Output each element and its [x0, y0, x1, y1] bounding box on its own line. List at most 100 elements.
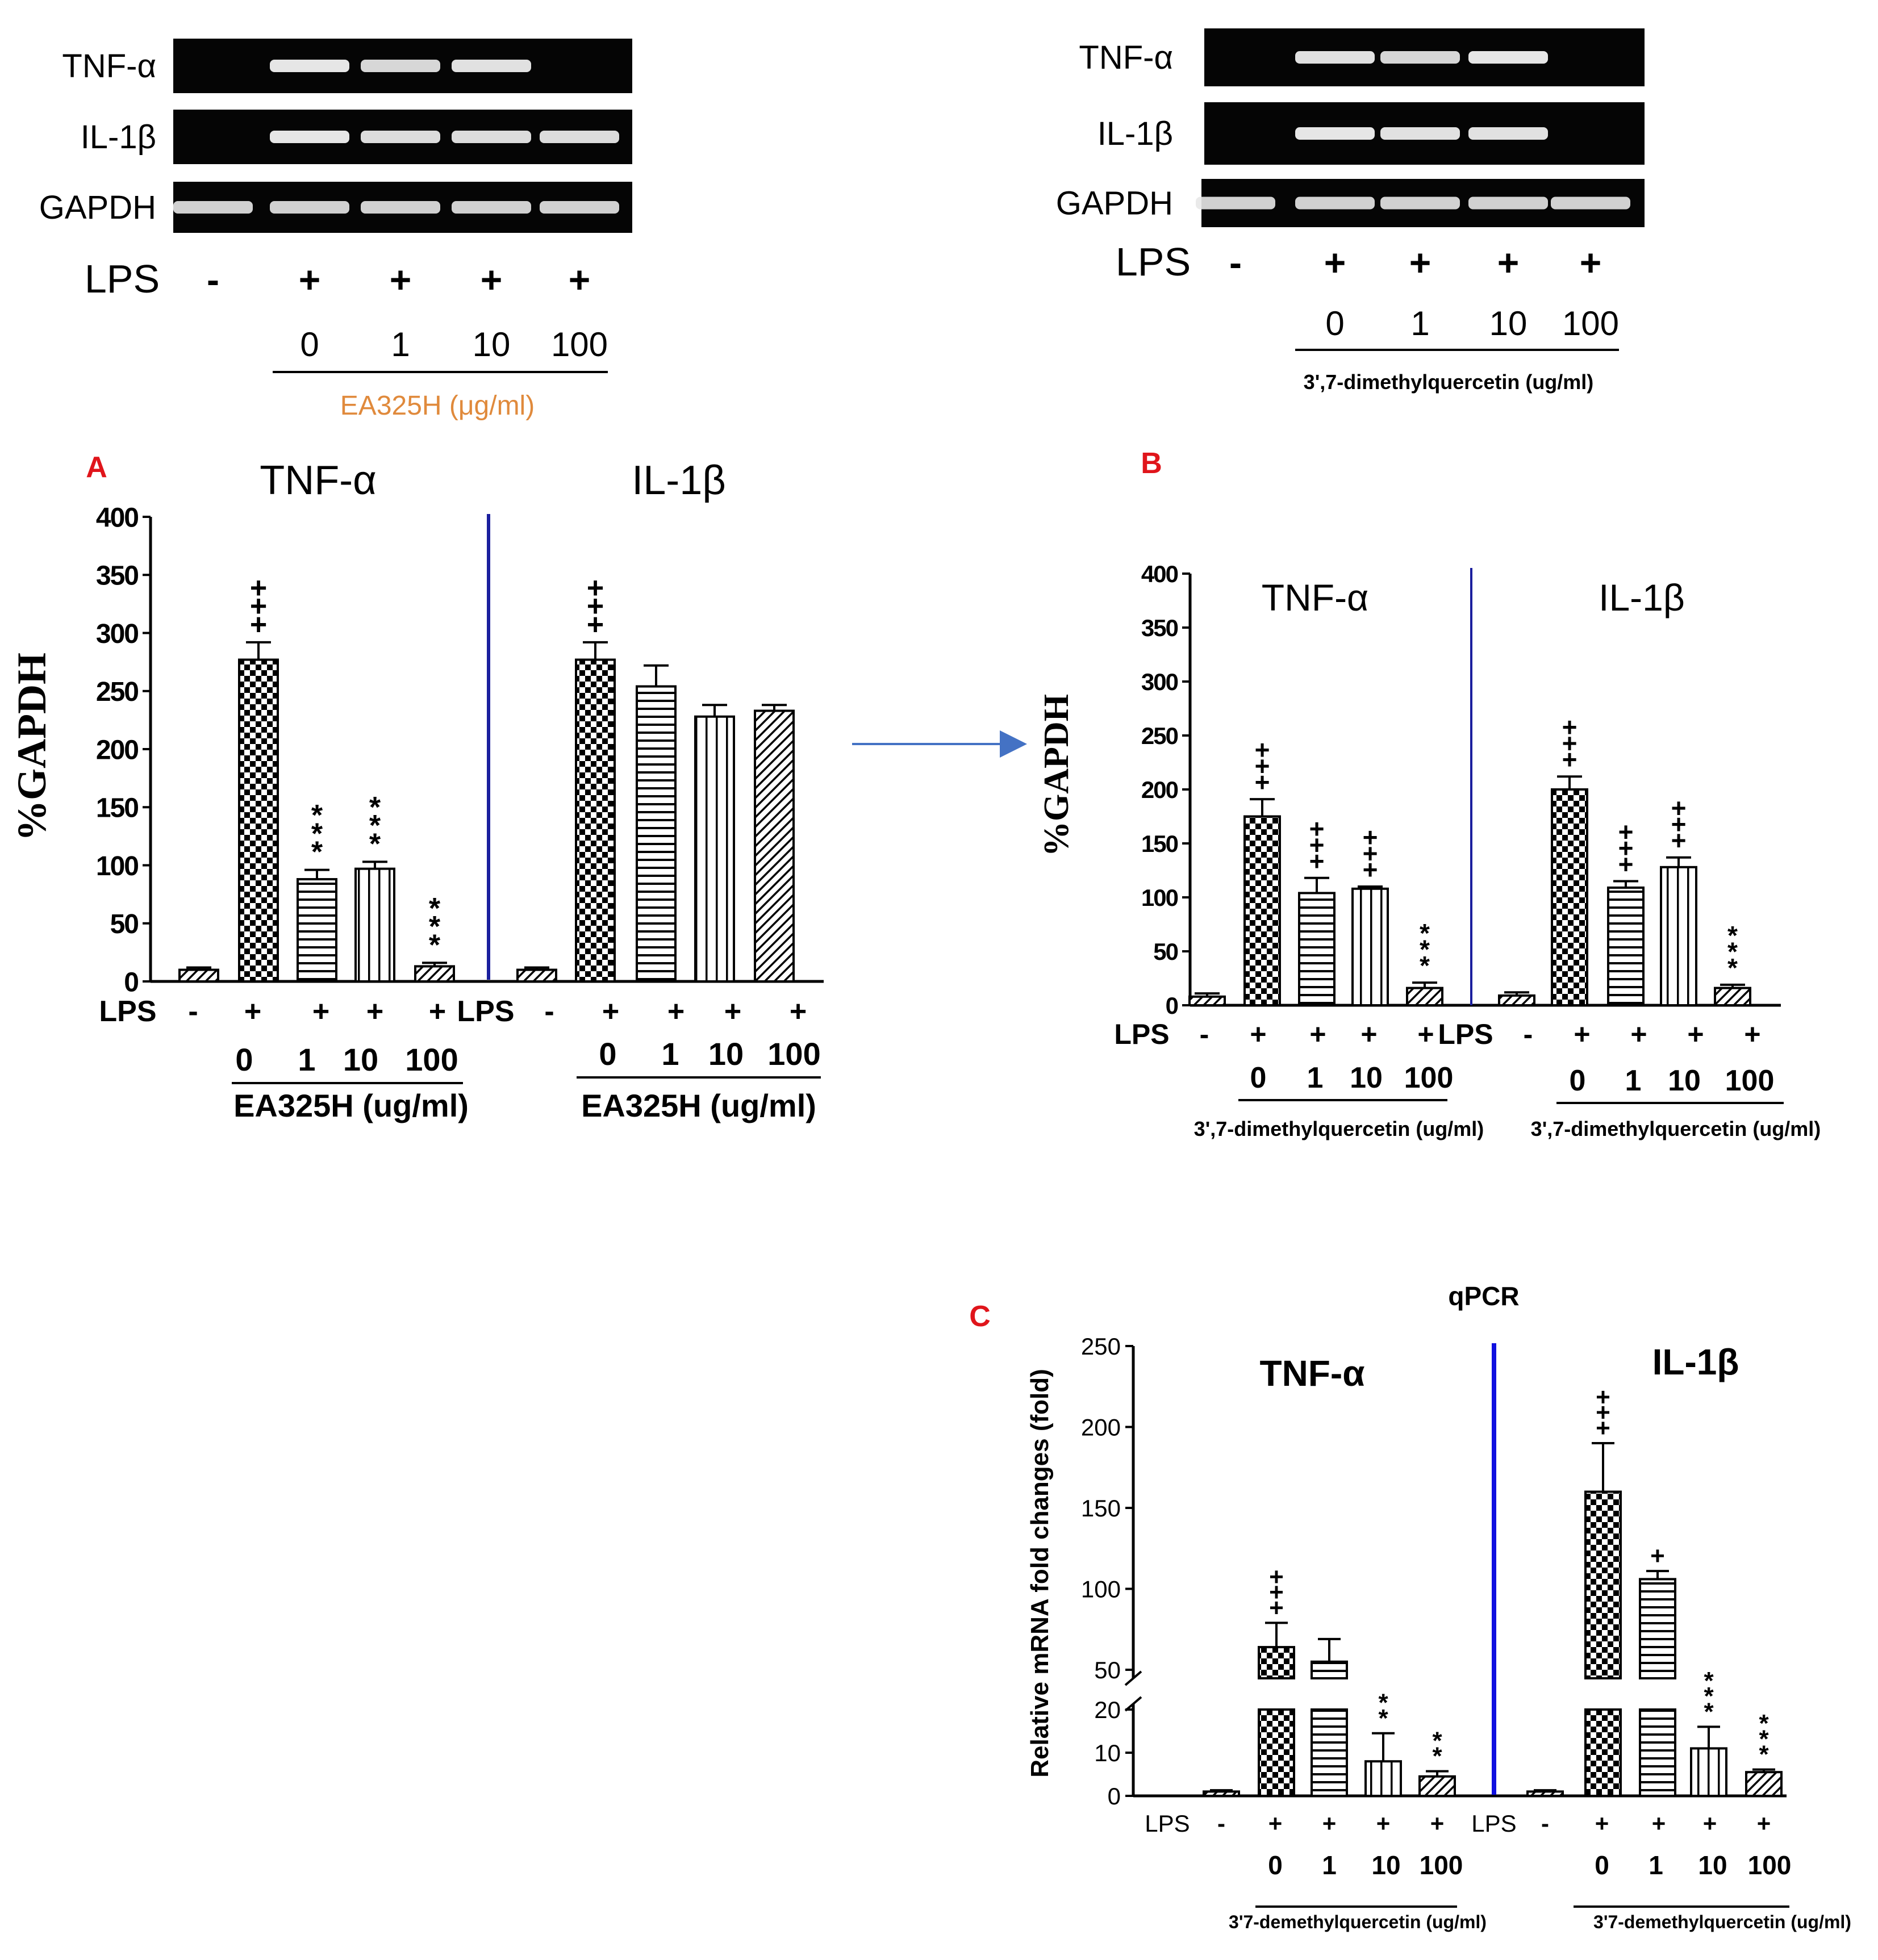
significance-marker-glyph: + [587, 608, 604, 641]
lps-mark: + [602, 995, 619, 1028]
significance-marker-glyph: * [369, 828, 381, 860]
dose-label: 1 [661, 1036, 679, 1072]
lps-mark: - [1524, 1018, 1533, 1050]
bar [1526, 1790, 1564, 1797]
lps-mark: + [1324, 241, 1346, 283]
bar-lower-segment [1258, 1708, 1295, 1797]
significance-marker-glyph: + [1650, 1542, 1665, 1570]
lps-label: LPS [1438, 1018, 1493, 1050]
chart-title: qPCR [1448, 1281, 1519, 1311]
lps-mark: + [390, 258, 412, 300]
significance-marker-glyph: + [1596, 1383, 1610, 1411]
significance-marker-glyph: + [1363, 855, 1378, 884]
bar [1203, 1790, 1240, 1797]
gel-band [270, 60, 349, 72]
significance-marker: +++ [1671, 793, 1687, 855]
bar [1351, 887, 1389, 1007]
dose-label: 100 [1748, 1850, 1792, 1880]
dose-label: 100 [1562, 304, 1619, 342]
y-tick-label: 200 [96, 735, 138, 765]
panel-letter-c: C [969, 1300, 991, 1333]
gel-row-label: IL-1β [1097, 115, 1173, 152]
y-tick-label: 150 [1141, 830, 1178, 857]
dose-caption: 3',7-dimethylquercetin (ug/ml) [1531, 1117, 1821, 1140]
bar [1584, 1490, 1622, 1679]
dose-label: 10 [1489, 304, 1528, 342]
gel-band [1468, 197, 1548, 210]
bar [1298, 892, 1336, 1007]
lps-mark: - [1200, 1018, 1209, 1050]
y-tick-label: 200 [1081, 1414, 1121, 1441]
significance-marker-glyph: * [1759, 1725, 1769, 1753]
dose-label: 10 [473, 325, 511, 363]
y-tick-label: 100 [96, 851, 138, 881]
significance-marker-glyph: + [587, 571, 604, 604]
lps-mark: + [299, 258, 321, 300]
dose-label: 1 [1307, 1062, 1324, 1094]
significance-marker-glyph: * [1727, 953, 1738, 983]
gel-row-label: GAPDH [1056, 185, 1173, 222]
significance-marker-glyph: * [1704, 1698, 1714, 1725]
dose-label: 0 [1570, 1064, 1586, 1097]
bar [1745, 1771, 1783, 1797]
lps-label: LPS [457, 995, 514, 1028]
dose-label: 0 [300, 325, 319, 363]
bar-lower-segment [1311, 1708, 1348, 1797]
dose-label: 1 [391, 325, 410, 363]
dose-label: 100 [767, 1036, 820, 1072]
lps-mark: + [1250, 1018, 1266, 1050]
dose-label: 0 [1595, 1850, 1609, 1880]
group-title: TNF-α [1262, 576, 1368, 618]
lps-label: LPS [85, 257, 160, 301]
gel-row-label: IL-1β [81, 119, 156, 156]
significance-marker-glyph: + [1562, 729, 1577, 758]
dose-caption: 3',7-dimethylquercetin (ug/ml) [1194, 1117, 1484, 1140]
gel-a: TNF-α IL-1β GAPDH LPS - + + + +0 1 10 100 EA325H (μg… [39, 39, 632, 421]
y-tick-label: 0 [1166, 992, 1178, 1019]
gel-row-label: TNF-α [62, 48, 156, 85]
significance-marker-glyph: + [587, 590, 604, 623]
lps-mark: + [1309, 1018, 1326, 1050]
y-tick-label: 20 [1094, 1696, 1121, 1723]
gel-band [540, 131, 619, 143]
significance-marker-glyph: * [1759, 1710, 1769, 1737]
dose-label: 100 [551, 325, 608, 363]
dose-caption: 3'7-demethylquercetin (ug/ml) [1229, 1912, 1487, 1932]
dose-caption: EA325H (ug/ml) [581, 1088, 816, 1123]
lps-mark: + [1417, 1018, 1434, 1050]
lps-mark: + [1757, 1810, 1771, 1837]
significance-marker-glyph: * [311, 799, 323, 832]
significance-marker-glyph: + [1309, 830, 1325, 859]
significance-marker: +++ [1269, 1563, 1284, 1622]
y-tick-label: 0 [1108, 1783, 1121, 1809]
bar-group: IL-1β++++******LPS - + + + +0 1 10 1003'7-demeth… [1471, 1342, 1851, 1932]
y-tick-label: 200 [1141, 776, 1178, 803]
significance-marker-glyph: * [1378, 1689, 1388, 1717]
significance-marker-glyph: * [1378, 1704, 1388, 1732]
gel-band [1295, 51, 1375, 64]
significance-marker: +++ [1363, 822, 1378, 884]
group-title: IL-1β [1599, 576, 1685, 618]
significance-marker: *** [369, 791, 381, 860]
gel-b: TNF-α IL-1β GAPDH LPS - + + + +0 1 10 100 3',7-dimet… [1056, 28, 1645, 394]
gel-band [1380, 127, 1460, 140]
y-tick-label: 50 [110, 909, 139, 939]
significance-marker-glyph: * [369, 791, 381, 824]
significance-marker: *** [1420, 918, 1430, 980]
lps-mark: + [1744, 1018, 1760, 1050]
significance-marker-glyph: + [1671, 809, 1687, 839]
gel-band [1295, 197, 1375, 210]
bar-lower-segment [1639, 1708, 1676, 1797]
lps-mark: + [1574, 1018, 1590, 1050]
y-tick-label: 10 [1094, 1740, 1121, 1766]
significance-marker-glyph: + [1596, 1414, 1610, 1442]
dose-label: 10 [1350, 1062, 1383, 1094]
dose-label: 10 [1371, 1850, 1400, 1880]
significance-marker: +++ [1596, 1383, 1610, 1442]
group-title: TNF-α [1259, 1353, 1364, 1394]
significance-marker-glyph: + [1618, 817, 1634, 846]
significance-marker-glyph: * [1420, 918, 1430, 948]
lps-mark: + [569, 258, 591, 300]
